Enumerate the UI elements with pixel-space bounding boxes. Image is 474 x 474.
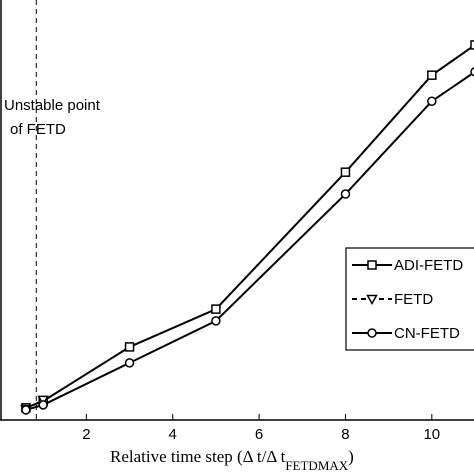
marker (38, 400, 48, 410)
x-tick-label: 4 (169, 426, 177, 443)
x-tick-label: 2 (82, 426, 90, 443)
x-axis-label: Relative time step (Δ t/Δ tFETDMAX) (110, 447, 354, 473)
series-line (25, 71, 474, 411)
legend-label: ADI-FETD (394, 257, 463, 274)
marker (211, 304, 221, 314)
marker (470, 40, 474, 50)
x-label-close: ) (348, 447, 354, 466)
legend-marker (367, 260, 377, 270)
annotation-text: Unstable point (4, 97, 101, 114)
marker (124, 342, 135, 352)
legend-label: FETD (394, 291, 433, 308)
legend-label: CN-FETD (394, 325, 460, 342)
marker (340, 189, 351, 199)
legend-marker (366, 294, 378, 306)
x-tick-label: 10 (423, 426, 440, 443)
marker (211, 316, 221, 326)
x-label-main: Relative time step (Δ t/Δ t (110, 447, 286, 466)
legend-marker (367, 328, 377, 338)
annotation-text: of FETD (10, 121, 66, 138)
x-tick-label: 6 (255, 426, 263, 443)
marker (427, 70, 437, 80)
marker (470, 67, 474, 77)
x-label-sub: FETDMAX (285, 458, 348, 473)
marker (21, 405, 31, 415)
marker (340, 167, 351, 177)
marker (427, 96, 437, 106)
marker (124, 358, 135, 368)
x-tick-label: 8 (341, 426, 349, 443)
